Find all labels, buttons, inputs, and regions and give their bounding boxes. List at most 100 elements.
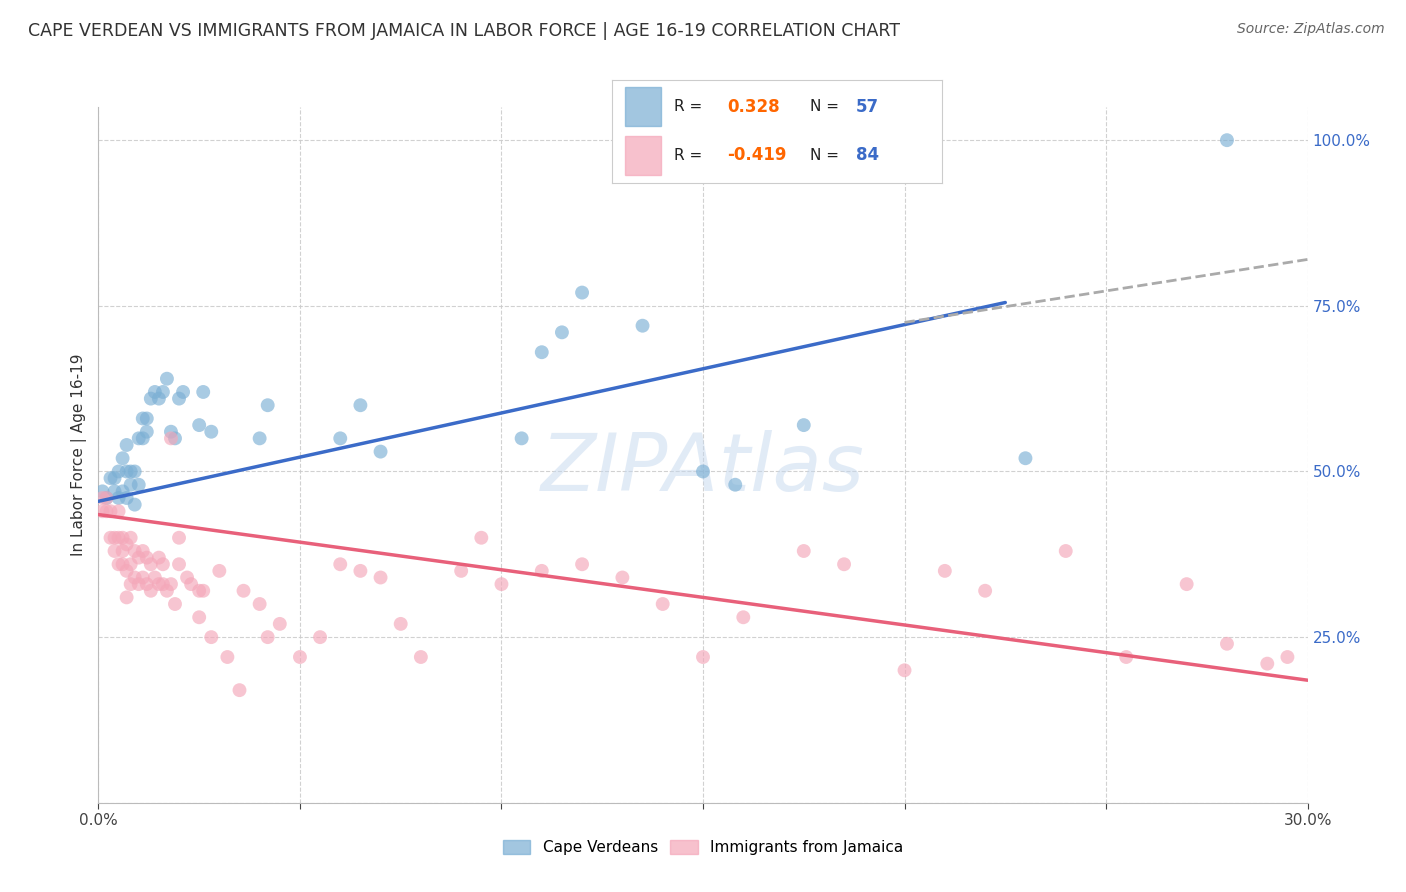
Text: ZIPAtlas: ZIPAtlas (541, 430, 865, 508)
Point (107, 531, 129, 545)
Point (1115, 650, 1137, 665)
Point (724, 477, 747, 491)
Point (651, 597, 673, 611)
Point (409, 650, 432, 665)
Point (143, 570, 166, 584)
Point (132, 411, 155, 425)
Point (107, 491, 129, 505)
Point (571, 558, 593, 572)
Bar (624, 136, 661, 175)
Point (370, 570, 392, 584)
Point (107, 504, 129, 518)
Point (269, 616, 291, 631)
Point (163, 597, 186, 611)
Point (139, 392, 162, 406)
Point (176, 570, 198, 584)
Point (115, 537, 138, 551)
Point (491, 577, 513, 591)
Text: 0.328: 0.328 (727, 98, 780, 116)
Point (96, 491, 118, 505)
Text: N =: N = (810, 99, 844, 114)
Point (256, 398, 278, 412)
Point (103, 484, 125, 499)
Point (832, 558, 855, 572)
Point (733, 610, 755, 624)
Point (132, 570, 155, 584)
Point (128, 577, 150, 591)
Point (329, 431, 352, 445)
Point (96, 491, 118, 505)
Point (370, 444, 392, 458)
Point (115, 438, 138, 452)
Point (120, 577, 142, 591)
Text: -0.419: -0.419 (727, 146, 787, 164)
Point (893, 663, 915, 677)
Point (132, 544, 155, 558)
Point (120, 531, 142, 545)
Point (107, 465, 129, 479)
Point (148, 550, 170, 565)
Point (1256, 657, 1278, 671)
Point (249, 431, 271, 445)
Point (103, 531, 125, 545)
Point (100, 471, 122, 485)
Point (217, 650, 239, 665)
Point (631, 318, 654, 333)
Point (120, 558, 142, 572)
Point (103, 471, 125, 485)
Text: CAPE VERDEAN VS IMMIGRANTS FROM JAMAICA IN LABOR FORCE | AGE 16-19 CORRELATION C: CAPE VERDEAN VS IMMIGRANTS FROM JAMAICA … (28, 22, 900, 40)
Text: R =: R = (675, 99, 707, 114)
Point (349, 564, 371, 578)
Point (120, 465, 142, 479)
Point (91, 484, 114, 499)
Bar (624, 87, 661, 127)
Point (530, 345, 553, 359)
Point (160, 577, 183, 591)
Point (692, 650, 714, 665)
Point (450, 564, 472, 578)
Point (148, 392, 170, 406)
Point (1216, 133, 1239, 147)
Point (124, 544, 146, 558)
Point (139, 583, 162, 598)
Point (163, 431, 186, 445)
Point (188, 610, 211, 624)
Point (349, 398, 371, 412)
Point (120, 477, 142, 491)
Point (111, 451, 134, 466)
Point (193, 384, 215, 399)
Point (115, 591, 138, 605)
Point (128, 431, 150, 445)
Point (152, 384, 174, 399)
Point (193, 583, 215, 598)
Point (571, 285, 593, 300)
Text: Source: ZipAtlas.com: Source: ZipAtlas.com (1237, 22, 1385, 37)
Point (135, 577, 157, 591)
Point (228, 683, 250, 698)
Point (551, 326, 574, 340)
Point (249, 597, 271, 611)
Point (103, 544, 125, 558)
Text: R =: R = (675, 148, 707, 162)
Point (96, 504, 118, 518)
Point (115, 564, 138, 578)
Point (470, 531, 492, 545)
Point (148, 577, 170, 591)
Point (111, 558, 134, 572)
Point (893, 133, 915, 147)
Point (1054, 544, 1077, 558)
Point (793, 418, 815, 433)
Point (152, 577, 174, 591)
Text: N =: N = (810, 148, 844, 162)
Point (128, 477, 150, 491)
Point (107, 558, 129, 572)
Point (111, 531, 134, 545)
Point (167, 392, 190, 406)
Point (288, 650, 311, 665)
Point (152, 558, 174, 572)
Point (793, 544, 815, 558)
Point (389, 616, 412, 631)
Point (156, 372, 179, 386)
Point (124, 465, 146, 479)
Legend: Cape Verdeans, Immigrants from Jamaica: Cape Verdeans, Immigrants from Jamaica (496, 834, 910, 862)
